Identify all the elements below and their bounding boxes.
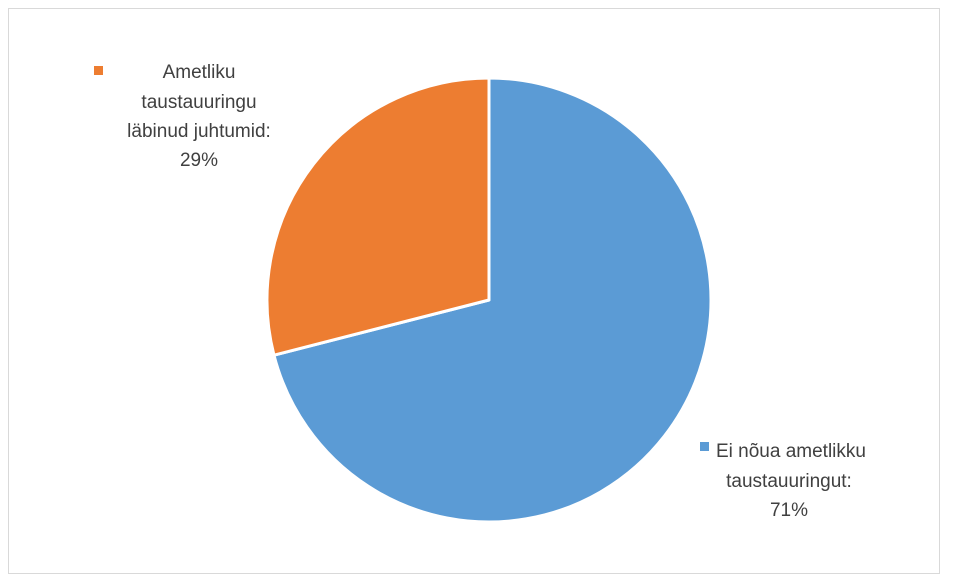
label-line: 29%	[180, 150, 218, 171]
label-line: Ei nõua ametlikku	[716, 441, 866, 462]
data-label-orange: Ametliku taustauuringu läbinud juhtumid:…	[94, 62, 271, 171]
label-line: läbinud juhtumid:	[127, 121, 271, 142]
legend-key-orange	[94, 66, 103, 75]
label-line: taustauuringu	[141, 92, 256, 113]
data-label-blue: Ei nõua ametlikku taustauuringut: 71%	[700, 441, 866, 521]
label-line: taustauuringut:	[726, 471, 852, 492]
pie-slice-0	[272, 76, 713, 524]
pie-slice-1	[265, 76, 491, 357]
pie-slices	[265, 76, 713, 524]
legend-key-blue	[700, 442, 709, 451]
label-line: Ametliku	[163, 62, 236, 83]
label-line: 71%	[770, 500, 808, 521]
